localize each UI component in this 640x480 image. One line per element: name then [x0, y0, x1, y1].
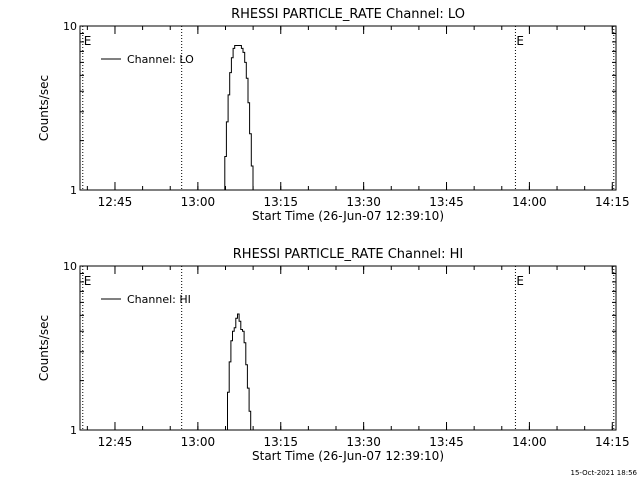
- event-marker: E: [84, 34, 92, 48]
- y-axis-label: Counts/sec: [37, 75, 51, 141]
- event-marker: E: [516, 274, 524, 288]
- x-tick-label: 14:00: [512, 435, 547, 449]
- event-marker: E: [84, 274, 92, 288]
- y-axis-label: Counts/sec: [37, 315, 51, 381]
- plot-frame: [79, 25, 617, 191]
- legend-label: Channel: LO: [127, 53, 194, 66]
- panel-lo: RHESSI PARTICLE_RATE Channel: LO 1 10 12:45…: [37, 7, 630, 223]
- y-tick-label: 10: [63, 260, 77, 273]
- x-tick-label: 13:15: [263, 435, 298, 449]
- plot-frame: [79, 265, 617, 431]
- y-tick-label: 10: [63, 20, 77, 33]
- x-axis-label: Start Time (26-Jun-07 12:39:10): [252, 209, 444, 223]
- chart-title: RHESSI PARTICLE_RATE Channel: LO: [231, 7, 465, 22]
- x-tick-label: 14:15: [595, 435, 630, 449]
- footer-timestamp: 15-Oct-2021 18:56: [571, 469, 638, 477]
- x-axis-label: Start Time (26-Jun-07 12:39:10): [252, 449, 444, 463]
- x-tick-label: 12:45: [98, 195, 133, 209]
- panel-hi: RHESSI PARTICLE_RATE Channel: HI 1 10 12:45…: [37, 247, 630, 463]
- x-tick-label: 14:00: [512, 195, 547, 209]
- x-tick-label: 14:15: [595, 195, 630, 209]
- series-line: [225, 313, 252, 431]
- x-tick-label: 13:30: [346, 435, 381, 449]
- x-tick-label: 13:45: [429, 435, 464, 449]
- x-tick-label: 13:00: [181, 435, 216, 449]
- x-tick-label: 13:15: [263, 195, 298, 209]
- x-tick-label: 13:45: [429, 195, 464, 209]
- y-tick-label: 1: [70, 424, 77, 437]
- chart-title: RHESSI PARTICLE_RATE Channel: HI: [233, 247, 463, 262]
- x-tick-label: 13:30: [346, 195, 381, 209]
- x-tick-label: 12:45: [98, 435, 133, 449]
- x-tick-label: 13:00: [181, 195, 216, 209]
- series-line: [223, 45, 254, 191]
- legend-label: Channel: HI: [127, 293, 191, 306]
- y-tick-label: 1: [70, 184, 77, 197]
- event-marker: E: [516, 34, 524, 48]
